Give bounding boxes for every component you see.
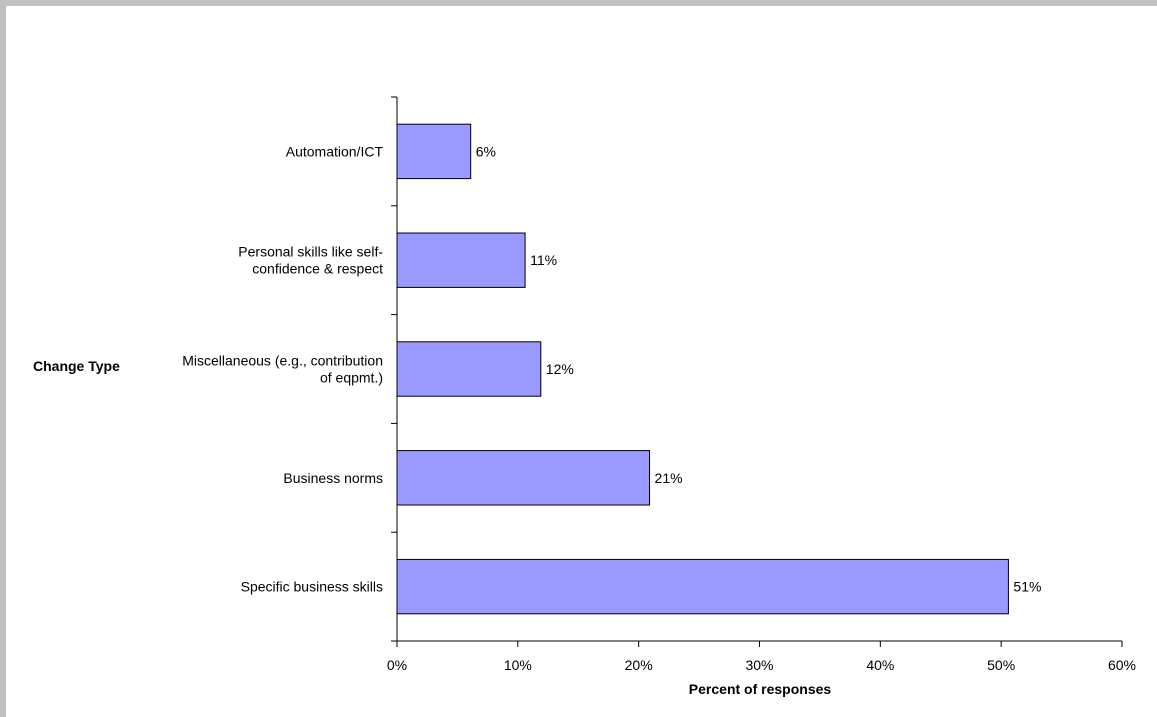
bar	[396, 450, 651, 506]
x-ticks-group: 0% 10% 20% 30% 40% 50% 60%	[387, 641, 1136, 673]
x-tick-label: 30%	[745, 657, 773, 673]
category-label: Miscellaneous (e.g., contribution	[182, 353, 383, 369]
frame-top-border	[0, 0, 1157, 6]
x-tick-label: 0%	[387, 657, 407, 673]
bar	[396, 123, 472, 180]
bar-value-label: 12%	[546, 361, 574, 377]
bar-value-label: 11%	[530, 252, 557, 268]
plot-area: 6% 11% 12% 21% 51% 0% 10% 20% 30% 40% 50% 60% Auto…	[182, 96, 1136, 673]
y-axis-title: Change Type	[33, 358, 120, 374]
bar-value-label: 6%	[476, 143, 496, 159]
category-label: Specific business skills	[241, 579, 383, 595]
y-ticks-group	[391, 96, 397, 642]
x-axis-title: Percent of responses	[689, 681, 832, 697]
category-label: Business norms	[283, 470, 383, 486]
bar-value-label: 21%	[655, 470, 683, 486]
data-labels-group: 6% 11% 12% 21% 51%	[476, 143, 1042, 594]
category-label: of eqpmt.)	[320, 370, 383, 386]
x-tick-label: 50%	[987, 657, 1015, 673]
category-labels-group: Automation/ICT Personal skills like self-…	[182, 143, 383, 594]
bar-value-label: 51%	[1013, 579, 1041, 595]
category-label: Automation/ICT	[286, 143, 384, 159]
x-tick-label: 60%	[1108, 657, 1136, 673]
bar	[396, 232, 526, 288]
bar	[396, 558, 1009, 615]
category-label: confidence & respect	[252, 261, 383, 277]
x-tick-label: 10%	[504, 657, 532, 673]
bar	[396, 341, 542, 397]
frame-left-border	[0, 0, 6, 717]
bars-group	[396, 123, 1009, 615]
x-tick-label: 20%	[625, 657, 653, 673]
category-label: Personal skills like self-	[238, 244, 383, 260]
x-tick-label: 40%	[866, 657, 894, 673]
